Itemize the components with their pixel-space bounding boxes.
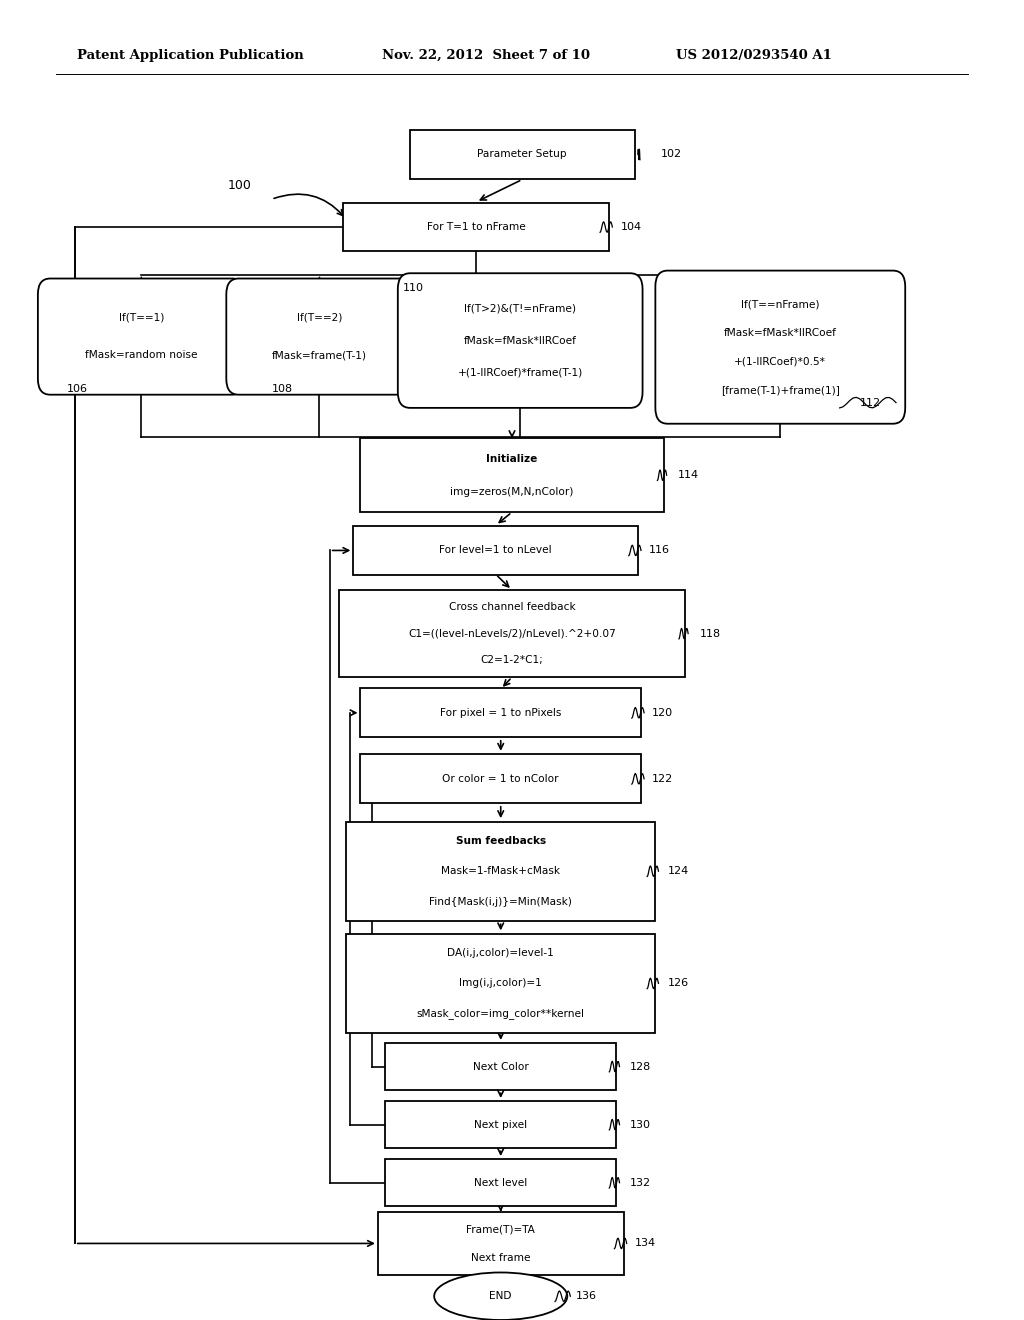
Bar — [346, 935, 655, 1032]
Text: img=zeros(M,N,nColor): img=zeros(M,N,nColor) — [451, 487, 573, 496]
Text: 106: 106 — [67, 384, 88, 395]
Text: fMask=random noise: fMask=random noise — [85, 350, 198, 360]
Text: 104: 104 — [621, 222, 642, 232]
Text: If(T==nFrame): If(T==nFrame) — [741, 300, 819, 309]
Text: Nov. 22, 2012  Sheet 7 of 10: Nov. 22, 2012 Sheet 7 of 10 — [382, 49, 590, 62]
Text: C2=1-2*C1;: C2=1-2*C1; — [480, 656, 544, 665]
Text: 124: 124 — [668, 866, 689, 876]
Text: Mask=1-fMask+cMask: Mask=1-fMask+cMask — [441, 866, 560, 876]
Bar — [378, 1212, 624, 1275]
Text: fMask=fMask*IIRCoef: fMask=fMask*IIRCoef — [464, 335, 577, 346]
Text: Or color = 1 to nColor: Or color = 1 to nColor — [442, 774, 559, 784]
Text: C1=((level-nLevels/2)/nLevel).^2+0.07: C1=((level-nLevels/2)/nLevel).^2+0.07 — [409, 628, 615, 639]
Text: For level=1 to nLevel: For level=1 to nLevel — [439, 545, 552, 556]
Text: For T=1 to nFrame: For T=1 to nFrame — [427, 222, 525, 232]
Bar — [385, 1101, 616, 1148]
Bar — [343, 202, 609, 251]
Text: 114: 114 — [678, 470, 699, 480]
Bar — [360, 755, 641, 803]
Text: 132: 132 — [630, 1177, 651, 1188]
Text: 126: 126 — [668, 978, 689, 989]
Ellipse shape — [434, 1272, 567, 1320]
Text: Sum feedbacks: Sum feedbacks — [456, 836, 546, 846]
Text: If(T==1): If(T==1) — [119, 313, 164, 323]
Text: 118: 118 — [699, 628, 721, 639]
Text: 136: 136 — [575, 1291, 597, 1302]
Text: Next Color: Next Color — [473, 1061, 528, 1072]
Text: Next pixel: Next pixel — [474, 1119, 527, 1130]
Text: END: END — [489, 1291, 512, 1302]
Text: 128: 128 — [630, 1061, 651, 1072]
Text: Find{Mask(i,j)}=Min(Mask): Find{Mask(i,j)}=Min(Mask) — [429, 896, 572, 907]
Bar — [346, 821, 655, 921]
Bar — [360, 438, 664, 512]
FancyBboxPatch shape — [655, 271, 905, 424]
Text: Patent Application Publication: Patent Application Publication — [77, 49, 303, 62]
Bar — [353, 525, 638, 576]
Text: 122: 122 — [652, 774, 674, 784]
Text: 116: 116 — [649, 545, 671, 556]
Bar — [339, 590, 685, 677]
Text: 112: 112 — [860, 397, 882, 408]
Text: fMask=frame(T-1): fMask=frame(T-1) — [272, 350, 367, 360]
FancyBboxPatch shape — [38, 279, 245, 395]
Text: Parameter Setup: Parameter Setup — [477, 149, 567, 160]
Text: Initialize: Initialize — [486, 454, 538, 463]
Text: US 2012/0293540 A1: US 2012/0293540 A1 — [676, 49, 831, 62]
Text: 100: 100 — [227, 178, 251, 191]
Text: +(1-IIRCoef)*frame(T-1): +(1-IIRCoef)*frame(T-1) — [458, 367, 583, 378]
Text: sMask_color=img_color**kernel: sMask_color=img_color**kernel — [417, 1008, 585, 1019]
Bar — [410, 129, 635, 178]
Text: 108: 108 — [271, 384, 293, 395]
Bar — [385, 1159, 616, 1206]
FancyBboxPatch shape — [397, 273, 643, 408]
Text: Figure 9: Figure 9 — [479, 1305, 545, 1319]
Text: 130: 130 — [630, 1119, 651, 1130]
Text: Cross channel feedback: Cross channel feedback — [449, 602, 575, 611]
Text: fMask=fMask*IIRCoef: fMask=fMask*IIRCoef — [724, 327, 837, 338]
Text: For pixel = 1 to nPixels: For pixel = 1 to nPixels — [440, 708, 561, 718]
FancyBboxPatch shape — [226, 279, 413, 395]
Bar — [385, 1043, 616, 1090]
Text: If(T==2): If(T==2) — [297, 313, 342, 323]
Text: If(T>2)&(T!=nFrame): If(T>2)&(T!=nFrame) — [464, 304, 577, 314]
Text: 134: 134 — [635, 1238, 656, 1249]
Text: Next frame: Next frame — [471, 1253, 530, 1262]
Text: 110: 110 — [402, 282, 424, 293]
Text: Frame(T)=TA: Frame(T)=TA — [466, 1225, 536, 1234]
Text: 102: 102 — [660, 149, 682, 160]
Text: DA(i,j,color)=level-1: DA(i,j,color)=level-1 — [447, 948, 554, 958]
Text: +(1-IIRCoef)*0.5*: +(1-IIRCoef)*0.5* — [734, 356, 826, 367]
Bar — [360, 689, 641, 737]
Text: 120: 120 — [652, 708, 674, 718]
Text: [frame(T-1)+frame(1)]: [frame(T-1)+frame(1)] — [721, 385, 840, 395]
Text: Img(i,j,color)=1: Img(i,j,color)=1 — [460, 978, 542, 989]
Text: Next level: Next level — [474, 1177, 527, 1188]
